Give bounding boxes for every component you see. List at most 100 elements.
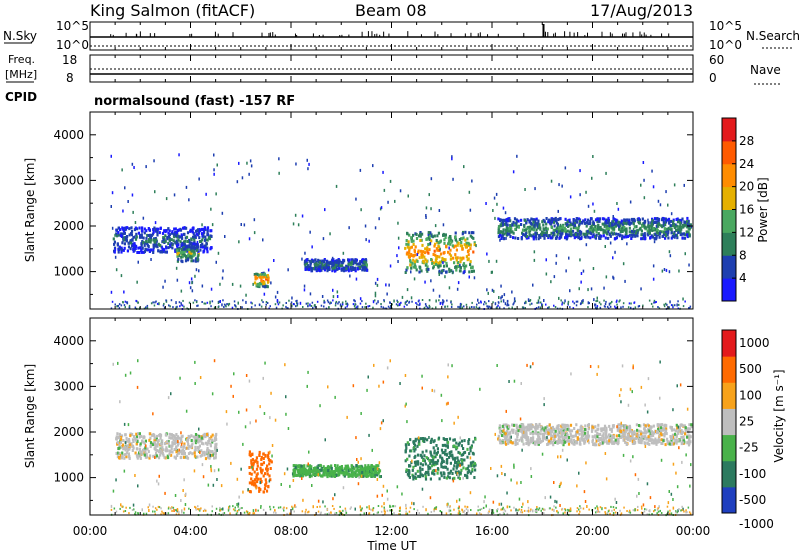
power-scatter (430, 207, 432, 210)
power-ground-scatter (121, 304, 123, 306)
power-scatter (160, 244, 162, 247)
power-ground-scatter (616, 300, 618, 302)
vel-cell (183, 445, 185, 448)
power-ground-scatter (381, 306, 383, 308)
vel-cell (412, 466, 414, 469)
vel-cell (540, 426, 542, 429)
power-cell (455, 256, 457, 259)
vel-cell (463, 459, 465, 462)
vel-cell (437, 447, 439, 450)
power-ground-scatter (360, 303, 362, 305)
vel-cell (450, 462, 452, 465)
nsky-tick-bottom: 10^0 (56, 38, 89, 52)
power-cell (543, 227, 545, 230)
vel-cell (190, 434, 192, 437)
vel-cell (608, 425, 610, 428)
power-scatter (116, 268, 118, 271)
freq-unit: [MHz] (5, 68, 37, 81)
vel-cell (139, 432, 141, 435)
power-ground-scatter (447, 306, 449, 308)
power-cell (552, 232, 554, 235)
power-cell (205, 245, 207, 248)
power-scatter (249, 237, 251, 240)
power-ground-scatter (135, 300, 137, 302)
vel-cell (606, 440, 608, 443)
power-cell (469, 247, 471, 250)
power-scatter (360, 297, 362, 300)
vel-cell (542, 439, 544, 442)
power-scatter (556, 254, 558, 257)
vel-cell (449, 476, 451, 479)
vel-cell (592, 435, 594, 438)
nsky-label: N.Sky (3, 29, 37, 43)
power-ground-scatter (276, 307, 278, 309)
power-ground-scatter (466, 304, 468, 306)
power-scatter (287, 268, 289, 271)
power-cell (461, 248, 463, 251)
power-cell (623, 236, 625, 239)
vel-cell (378, 472, 380, 475)
vel-cell (214, 435, 216, 438)
power-cell (188, 248, 190, 251)
power-ground-scatter (193, 302, 195, 304)
power-scatter (488, 260, 490, 263)
vel-cell (530, 425, 532, 428)
vel-cell (437, 467, 439, 470)
vel-cell (540, 432, 542, 435)
power-ground-scatter (182, 305, 184, 307)
power-cell (430, 258, 432, 261)
vel-cell (504, 432, 506, 435)
power-cell (187, 245, 189, 248)
power-ytick-label: 2000 (53, 219, 84, 233)
power-scatter (643, 179, 645, 182)
vel-cell (552, 426, 554, 429)
vel-cell (466, 448, 468, 451)
power-cell (528, 231, 530, 234)
power-cell (160, 227, 162, 230)
power-ground-scatter (152, 301, 154, 303)
power-ground-scatter (355, 303, 357, 305)
vel-cell (187, 447, 189, 450)
power-cell (254, 281, 256, 284)
vel-cell (427, 467, 429, 470)
power-cell (443, 234, 445, 237)
power-cell (582, 233, 584, 236)
cpid-label: CPID (5, 90, 37, 104)
power-scatter (397, 260, 399, 263)
power-cell (347, 263, 349, 266)
power-ground-scatter (125, 301, 127, 303)
power-ground-scatter (335, 304, 337, 306)
vel-cell (121, 452, 123, 455)
power-scatter (237, 180, 239, 183)
power-scatter (387, 201, 389, 204)
power-cell (511, 224, 513, 227)
vel-cell (412, 478, 414, 481)
vel-cell (117, 441, 119, 444)
vel-cell (663, 424, 665, 427)
power-scatter (452, 178, 454, 181)
power-ground-scatter (528, 300, 530, 302)
vel-cell (537, 433, 539, 436)
power-ground-scatter (169, 305, 171, 307)
vel-cell (256, 456, 258, 459)
station-title: King Salmon (fitACF) (90, 1, 255, 20)
power-cell (204, 239, 206, 242)
power-cell (509, 235, 511, 238)
power-cell (662, 235, 664, 238)
power-scatter (124, 186, 126, 189)
power-scatter (132, 194, 134, 197)
power-scatter (435, 300, 437, 303)
vel-cell (156, 449, 158, 452)
vel-cell (507, 442, 509, 445)
power-cell (419, 239, 421, 242)
power-scatter (496, 203, 498, 206)
power-scatter (669, 250, 671, 253)
power-ground-scatter (225, 305, 227, 307)
power-scatter (662, 270, 664, 273)
power-ground-scatter (484, 301, 486, 303)
power-scatter (270, 281, 272, 284)
vel-cell (567, 425, 569, 428)
vel-cell (414, 448, 416, 451)
vel-cell (126, 437, 128, 440)
power-ground-scatter (336, 301, 338, 303)
